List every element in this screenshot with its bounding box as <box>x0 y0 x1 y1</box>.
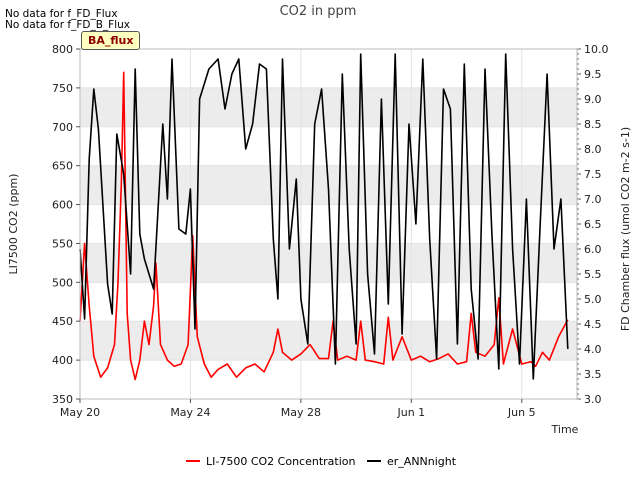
y-tick-label: 350 <box>52 393 73 406</box>
series-lines <box>79 53 569 381</box>
y2-axis-label: FD Chamber flux (umol CO2 m-2 s-1) <box>619 127 632 331</box>
y2-tick-label: 3.0 <box>584 393 602 406</box>
y2-tick-label: 3.5 <box>584 368 602 381</box>
y2-tick-label: 6.0 <box>584 243 602 256</box>
y2-tick-label: 8.5 <box>584 118 602 131</box>
chart-title: CO2 in ppm <box>280 4 357 19</box>
series-line-li-7500-co2-concentration <box>79 71 569 381</box>
y2-tick-label: 5.5 <box>584 268 602 281</box>
y2-tick-label: 4.0 <box>584 343 602 356</box>
y2-tick-label: 9.0 <box>584 93 602 106</box>
x-tick-label: Jun 1 <box>396 406 425 419</box>
y2-tick-label: 9.5 <box>584 68 602 81</box>
y2-tick-label: 8.0 <box>584 143 602 156</box>
axes: 350 400 450 500 550 600 650 700 750 800 3.0 3.5 4.0 4… <box>52 43 609 419</box>
y-tick-label: 650 <box>52 160 73 173</box>
y2-tick-label: 4.5 <box>584 318 602 331</box>
x-tick-label: May 20 <box>60 406 100 419</box>
y-tick-label: 750 <box>52 82 73 95</box>
legend: LI-7500 CO2 Concentration er_ANNnight <box>186 455 457 468</box>
y2-tick-label: 5.0 <box>584 293 602 306</box>
x-tick-label: Jun 5 <box>507 406 536 419</box>
legend-label-er-annnight: er_ANNnight <box>387 455 457 468</box>
series-line-er-annnight <box>79 53 569 380</box>
y-tick-label: 550 <box>52 237 73 250</box>
x-axis-label: Time <box>551 423 579 436</box>
y-axis-label: LI7500 CO2 (ppm) <box>7 174 20 275</box>
y-tick-label: 450 <box>52 315 73 328</box>
y2-tick-label: 7.0 <box>584 193 602 206</box>
ba-flux-badge: BA_flux <box>81 31 141 50</box>
legend-label-co2: LI-7500 CO2 Concentration <box>206 455 356 468</box>
y-tick-label: 700 <box>52 121 73 134</box>
y2-tick-label: 6.5 <box>584 218 602 231</box>
y2-tick-label: 10.0 <box>584 43 609 56</box>
y2-tick-label: 7.5 <box>584 168 602 181</box>
y-tick-label: 400 <box>52 354 73 367</box>
x-tick-label: May 28 <box>281 406 321 419</box>
background-band <box>80 87 577 127</box>
no-data-note-fd-flux: No data for f_FD_Flux <box>5 8 118 20</box>
no-data-note-fd-b-flux: No data for f_FD_B_Flux <box>5 19 130 31</box>
y-tick-label: 500 <box>52 276 73 289</box>
x-tick-label: May 24 <box>170 406 210 419</box>
y-tick-label: 800 <box>52 43 73 56</box>
y-tick-label: 600 <box>52 199 73 212</box>
